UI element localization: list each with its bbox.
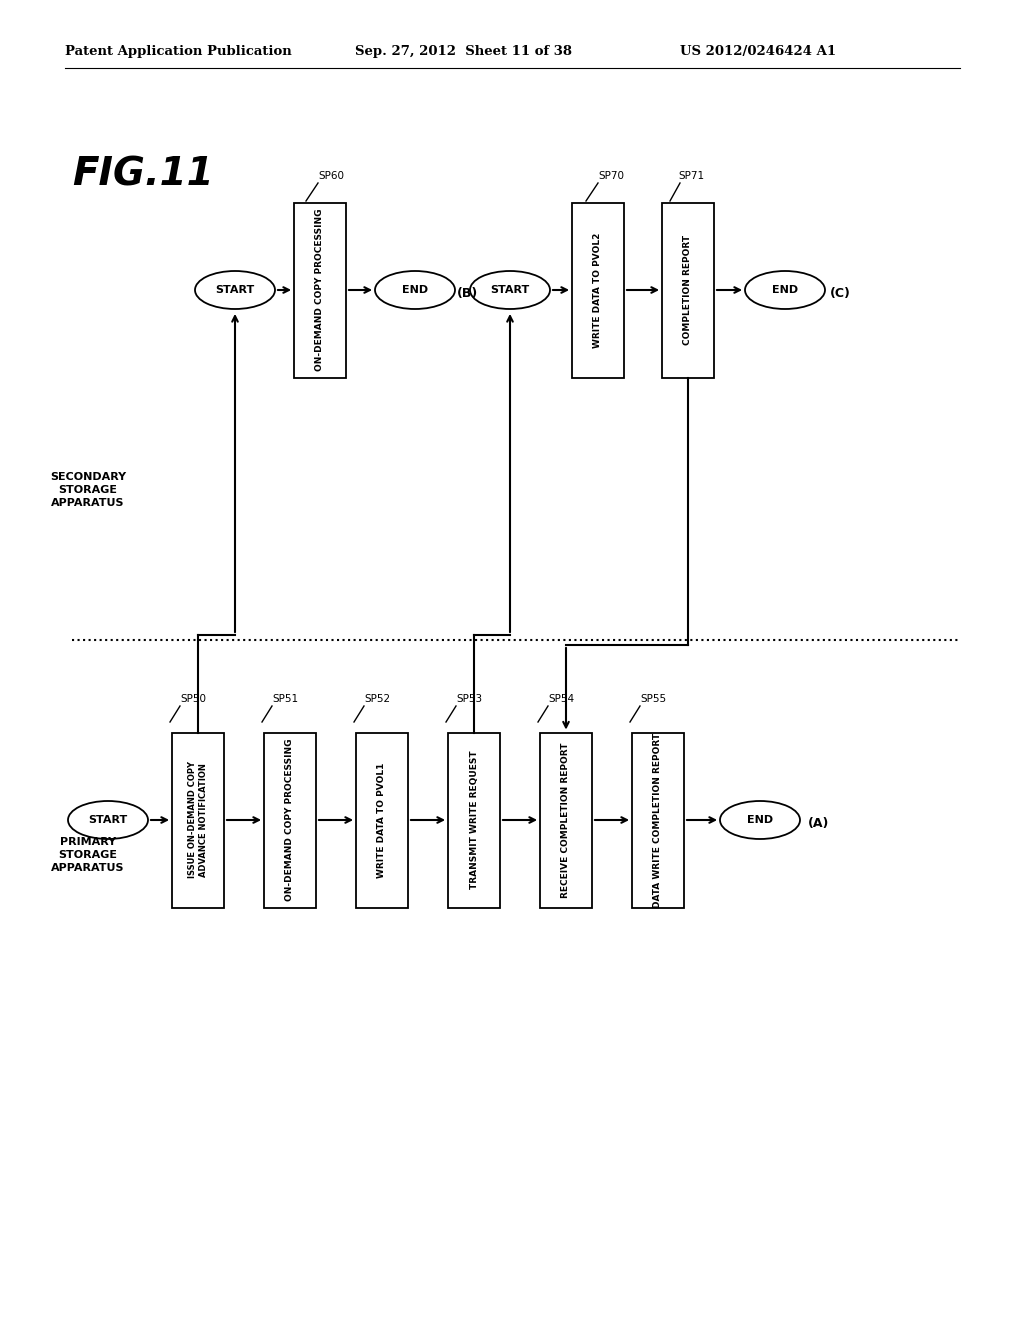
Bar <box>632 733 684 908</box>
Bar <box>294 202 346 378</box>
Text: RECEIVE COMPLETION REPORT: RECEIVE COMPLETION REPORT <box>561 742 570 898</box>
Text: PRIMARY
STORAGE
APPARATUS: PRIMARY STORAGE APPARATUS <box>51 837 125 874</box>
Text: END: END <box>772 285 798 294</box>
Text: (B): (B) <box>457 288 478 301</box>
Text: DATA WRITE COMPLETION REPORT: DATA WRITE COMPLETION REPORT <box>653 733 663 908</box>
Text: SP52: SP52 <box>364 694 390 704</box>
Text: (C): (C) <box>830 288 851 301</box>
Text: WRITE DATA TO PVOL2: WRITE DATA TO PVOL2 <box>594 232 602 347</box>
Text: (A): (A) <box>808 817 829 830</box>
Text: SP53: SP53 <box>456 694 482 704</box>
Text: US 2012/0246424 A1: US 2012/0246424 A1 <box>680 45 837 58</box>
Text: SP50: SP50 <box>180 694 206 704</box>
Bar <box>540 733 592 908</box>
Text: ISSUE ON-DEMAND COPY
ADVANCE NOTIFICATION: ISSUE ON-DEMAND COPY ADVANCE NOTIFICATIO… <box>188 762 208 879</box>
Bar <box>172 733 224 908</box>
Text: SP71: SP71 <box>678 172 705 181</box>
Bar <box>449 733 500 908</box>
Text: WRITE DATA TO PVOL1: WRITE DATA TO PVOL1 <box>378 763 386 878</box>
Text: Sep. 27, 2012  Sheet 11 of 38: Sep. 27, 2012 Sheet 11 of 38 <box>355 45 572 58</box>
Bar <box>356 733 408 908</box>
Text: START: START <box>490 285 529 294</box>
Text: START: START <box>215 285 255 294</box>
Text: END: END <box>402 285 428 294</box>
Bar <box>264 733 316 908</box>
Text: START: START <box>88 814 128 825</box>
Text: TRANSMIT WRITE REQUEST: TRANSMIT WRITE REQUEST <box>469 751 478 890</box>
Text: ON-DEMAND COPY PROCESSING: ON-DEMAND COPY PROCESSING <box>286 739 295 902</box>
Text: SP51: SP51 <box>272 694 298 704</box>
Text: FIG.11: FIG.11 <box>72 156 214 194</box>
Text: ON-DEMAND COPY PROCESSING: ON-DEMAND COPY PROCESSING <box>315 209 325 371</box>
Text: SP54: SP54 <box>548 694 574 704</box>
Text: END: END <box>746 814 773 825</box>
Text: SP70: SP70 <box>598 172 624 181</box>
Text: SECONDARY
STORAGE
APPARATUS: SECONDARY STORAGE APPARATUS <box>50 471 126 508</box>
Text: SP60: SP60 <box>318 172 344 181</box>
Text: COMPLETION REPORT: COMPLETION REPORT <box>683 235 692 345</box>
Bar <box>662 202 714 378</box>
Text: Patent Application Publication: Patent Application Publication <box>65 45 292 58</box>
Text: SP55: SP55 <box>640 694 667 704</box>
Bar <box>572 202 624 378</box>
